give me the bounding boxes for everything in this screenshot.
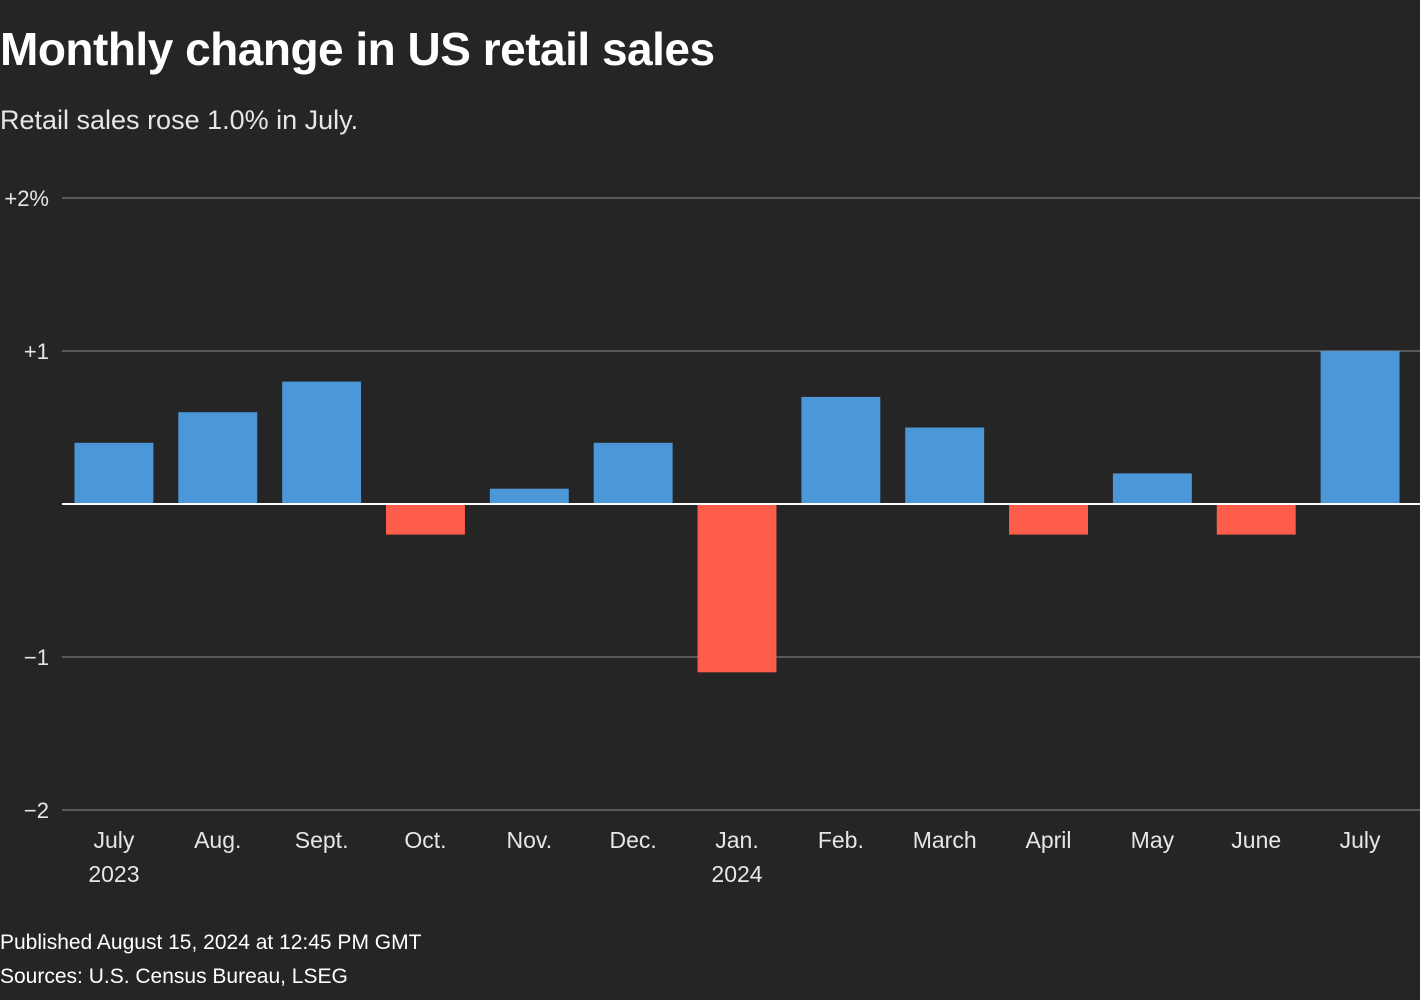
y-tick-label-2: −1 <box>24 645 49 670</box>
x-tick-label-6-year: 2024 <box>711 861 762 887</box>
bar-3 <box>386 504 465 535</box>
bar-8 <box>905 427 985 504</box>
x-tick-label-7: Feb. <box>818 827 864 853</box>
x-tick-label-8: March <box>913 827 977 853</box>
bar-6 <box>697 504 777 673</box>
bars <box>74 351 1400 673</box>
y-tick-label-1: +1 <box>24 339 49 364</box>
bar-10 <box>1112 473 1192 504</box>
chart-title: Monthly change in US retail sales <box>0 23 715 75</box>
published-date: Published August 15, 2024 at 12:45 PM GM… <box>0 931 422 954</box>
x-tick-label-9: April <box>1026 827 1072 853</box>
y-axis-ticks: +2% +1 −1 −2 <box>4 186 49 823</box>
chart-subtitle: Retail sales rose 1.0% in July. <box>0 105 359 135</box>
bar-0 <box>74 442 154 504</box>
x-tick-label-12: July <box>1340 827 1381 853</box>
x-tick-label-10: May <box>1131 827 1175 853</box>
x-tick-label-0: July <box>93 827 134 853</box>
x-tick-label-5: Dec. <box>610 827 657 853</box>
x-tick-label-0-year: 2023 <box>88 861 139 887</box>
bar-9 <box>1009 504 1088 535</box>
bar-1 <box>178 412 258 504</box>
bar-4 <box>489 488 569 504</box>
x-tick-label-11: June <box>1231 827 1281 853</box>
x-tick-label-6: Jan. <box>715 827 758 853</box>
y-tick-label-3: −2 <box>24 798 49 823</box>
bar-5 <box>593 442 673 504</box>
bar-11 <box>1216 504 1296 535</box>
bar-12 <box>1320 351 1400 504</box>
x-tick-label-1: Aug. <box>194 827 241 853</box>
bar-2 <box>282 381 362 504</box>
x-tick-label-4: Nov. <box>507 827 553 853</box>
bar-7 <box>801 396 881 504</box>
x-tick-label-2: Sept. <box>295 827 349 853</box>
x-tick-label-3: Oct. <box>404 827 446 853</box>
y-tick-label-0: +2% <box>4 186 49 211</box>
sources-note: Sources: U.S. Census Bureau, LSEG <box>0 965 348 988</box>
x-axis-ticks: July 2023 Aug. Sept. Oct. Nov. Dec. Jan. 2024 Feb… <box>88 827 1381 887</box>
